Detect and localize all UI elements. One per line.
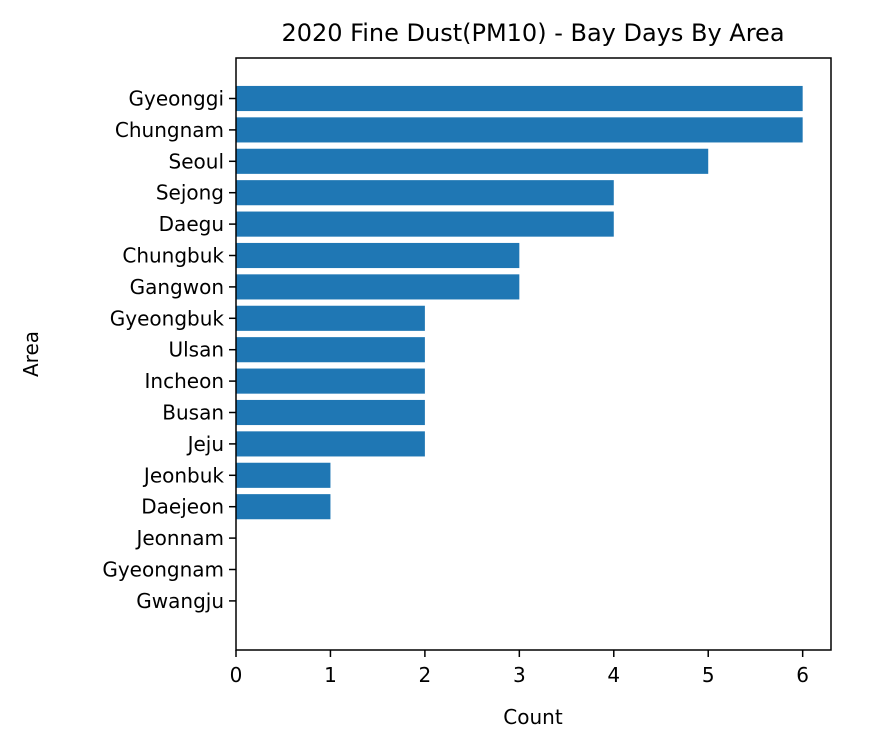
x-tick-label: 2 <box>419 663 432 687</box>
x-axis-ticks: 0 1 2 3 4 5 6 <box>230 650 809 687</box>
bar-daejeon <box>236 494 331 520</box>
y-tick-label: Gyeonggi <box>129 87 225 111</box>
bar-busan <box>236 399 425 426</box>
bar-daegu <box>236 211 614 237</box>
bars-group <box>236 85 803 520</box>
bar-gyeongbuk <box>236 305 425 331</box>
y-tick-label: Sejong <box>156 181 224 205</box>
bar-chungbuk <box>236 242 520 269</box>
bar-jeonbuk <box>236 462 331 488</box>
y-tick-label: Incheon <box>145 369 224 393</box>
x-tick-label: 1 <box>324 663 337 687</box>
y-tick-label: Jeonnam <box>134 526 224 550</box>
x-tick-label: 6 <box>796 663 809 687</box>
y-tick-label: Gangwon <box>130 275 224 299</box>
y-tick-label: Busan <box>162 401 224 425</box>
y-tick-label: Chungbuk <box>122 244 224 268</box>
y-tick-label: Jeju <box>186 432 224 456</box>
bar-gyeonggi <box>236 85 803 112</box>
bar-seoul <box>236 148 709 174</box>
x-tick-label: 0 <box>230 663 243 687</box>
bar-gangwon <box>236 274 520 300</box>
y-tick-label: Chungnam <box>115 118 224 142</box>
x-tick-label: 5 <box>702 663 715 687</box>
y-axis-ticks: Gyeonggi Chungnam Seoul Sejong Daegu Chungbuk… <box>102 87 236 613</box>
y-tick-label: Daejeon <box>141 495 224 519</box>
y-axis-label: Area <box>19 331 43 377</box>
bar-chungnam <box>236 117 803 143</box>
y-tick-label: Gyeongnam <box>102 558 224 582</box>
y-tick-label: Gyeongbuk <box>110 306 225 330</box>
x-tick-label: 4 <box>607 663 620 687</box>
bar-sejong <box>236 180 614 206</box>
y-tick-label: Ulsan <box>168 338 224 362</box>
y-tick-label: Daegu <box>159 212 224 236</box>
y-tick-label: Jeonbuk <box>142 463 224 487</box>
chart-title: 2020 Fine Dust(PM10) - Bay Days By Area <box>281 19 784 47</box>
bar-incheon <box>236 368 425 394</box>
y-tick-label: Seoul <box>169 149 224 173</box>
x-tick-label: 3 <box>513 663 526 687</box>
bar-ulsan <box>236 337 425 363</box>
x-axis-label: Count <box>503 705 563 729</box>
plot-frame <box>235 57 832 651</box>
y-tick-label: Gwangju <box>136 589 224 613</box>
bar-jeju <box>236 431 425 457</box>
